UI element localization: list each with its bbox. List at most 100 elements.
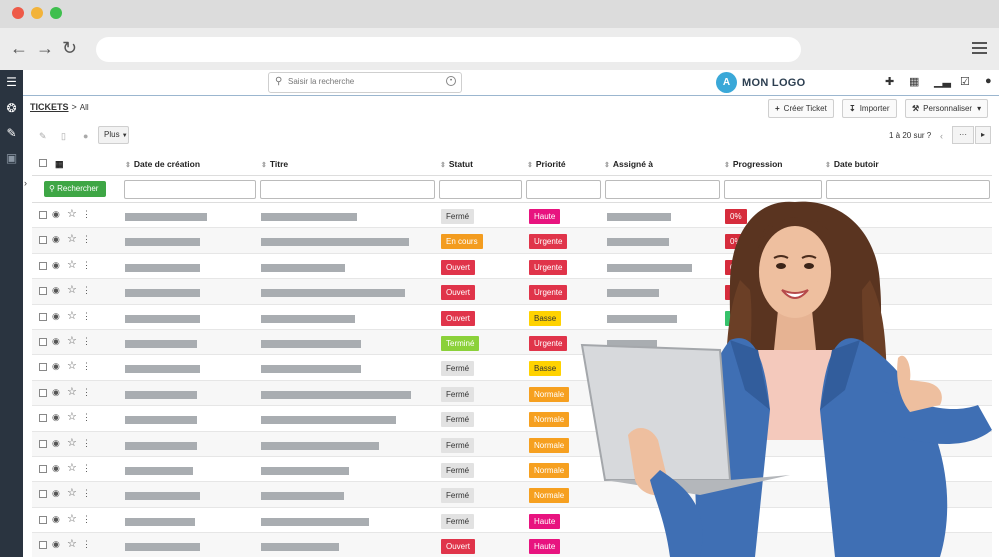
row-menu-icon[interactable]: ⋮: [82, 412, 91, 423]
star-icon[interactable]: ☆: [67, 462, 77, 474]
col-progression[interactable]: ⇕ Progression: [724, 159, 783, 169]
star-icon[interactable]: ☆: [67, 512, 77, 525]
customize-button[interactable]: ⚒ Personnaliser ▾: [905, 99, 989, 118]
row-menu-icon[interactable]: ⋮: [82, 463, 91, 473]
trash-icon[interactable]: ▯: [61, 131, 66, 141]
eye-icon[interactable]: ◉: [52, 513, 60, 524]
star-icon[interactable]: ☆: [67, 208, 77, 220]
row-checkbox[interactable]: [39, 312, 47, 321]
eye-icon[interactable]: ◉: [52, 539, 60, 550]
close-window-button[interactable]: [12, 7, 24, 19]
table-row[interactable]: ◉ ☆ ⋮ Fermé Normale: [32, 406, 992, 432]
eye-icon[interactable]: ◉: [52, 412, 60, 423]
prev-page-icon[interactable]: ‹: [940, 131, 943, 141]
filter-date-creation[interactable]: [124, 180, 256, 199]
row-menu-icon[interactable]: ⋮: [82, 259, 91, 270]
row-checkbox[interactable]: [39, 515, 47, 524]
support-icon[interactable]: ❂: [6, 101, 17, 115]
table-row[interactable]: ◉ ☆ ⋮ Fermé Haute 0%: [32, 203, 992, 229]
row-menu-icon[interactable]: ⋮: [82, 386, 91, 397]
tickets-icon[interactable]: ✎: [6, 126, 17, 140]
eye-icon[interactable]: ◉: [52, 259, 60, 270]
row-menu-icon[interactable]: ⋮: [82, 234, 91, 245]
row-checkbox[interactable]: [39, 261, 47, 270]
search-options-icon[interactable]: •: [446, 76, 456, 86]
row-menu-icon[interactable]: ⋮: [82, 488, 91, 499]
row-checkbox[interactable]: [39, 439, 47, 448]
more-pages-button[interactable]: ···: [952, 126, 974, 144]
global-search-input[interactable]: ⚲ Saisir la recherche •: [268, 72, 462, 93]
eye-icon[interactable]: ◉: [52, 209, 60, 219]
row-checkbox[interactable]: [39, 388, 47, 397]
eye-icon[interactable]: ◉: [52, 336, 60, 346]
star-icon[interactable]: ☆: [67, 284, 77, 297]
star-icon[interactable]: ☆: [67, 385, 77, 398]
row-checkbox[interactable]: [39, 338, 47, 346]
star-icon[interactable]: ☆: [67, 360, 77, 373]
filter-statut[interactable]: [439, 180, 522, 199]
row-menu-icon[interactable]: ⋮: [82, 437, 91, 448]
row-checkbox[interactable]: [39, 236, 47, 245]
star-icon[interactable]: ☆: [67, 258, 77, 271]
edit-icon[interactable]: ✎: [39, 131, 47, 141]
expand-filters-icon[interactable]: ›: [24, 178, 27, 188]
filter-progression[interactable]: [724, 180, 822, 199]
row-menu-icon[interactable]: ⋮: [82, 539, 91, 550]
eye-icon[interactable]: ◉: [52, 234, 60, 245]
back-arrow-icon[interactable]: ←: [10, 38, 28, 58]
row-menu-icon[interactable]: ⋮: [82, 209, 91, 219]
row-checkbox[interactable]: [39, 465, 47, 473]
row-checkbox[interactable]: [39, 414, 47, 423]
star-icon[interactable]: ☆: [67, 436, 77, 449]
add-icon[interactable]: ✚: [885, 76, 895, 88]
star-icon[interactable]: ☆: [67, 309, 77, 322]
more-dropdown[interactable]: Plus ▼: [98, 126, 129, 144]
row-checkbox[interactable]: [39, 287, 47, 296]
col-statut[interactable]: ⇕ Statut: [440, 159, 473, 169]
reload-icon[interactable]: ↻: [62, 38, 78, 58]
next-page-button[interactable]: ▸: [975, 126, 991, 144]
row-checkbox[interactable]: [39, 541, 47, 550]
col-date-creation[interactable]: ⇕ Date de création: [125, 159, 201, 169]
star-icon[interactable]: ☆: [67, 335, 77, 347]
grid-view-icon[interactable]: ▦: [55, 159, 64, 169]
select-all-checkbox[interactable]: [39, 159, 47, 167]
eye-icon[interactable]: ◉: [52, 437, 60, 448]
eye-icon[interactable]: ◉: [52, 285, 60, 296]
menu-icon[interactable]: ☰: [6, 75, 17, 89]
row-menu-icon[interactable]: ⋮: [82, 361, 91, 372]
row-checkbox[interactable]: [39, 490, 47, 499]
star-icon[interactable]: ☆: [67, 487, 77, 500]
eye-icon[interactable]: ◉: [52, 386, 60, 397]
help-icon[interactable]: ▣: [5, 151, 18, 165]
table-row[interactable]: ◉ ☆ ⋮ Fermé Normale: [32, 457, 992, 483]
col-priorite[interactable]: ⇕ Priorité: [527, 159, 566, 169]
browser-menu-icon[interactable]: [972, 42, 987, 57]
filter-date-butoir[interactable]: [826, 180, 990, 199]
filter-assigne[interactable]: [605, 180, 720, 199]
calendar-icon[interactable]: ▦: [909, 76, 920, 88]
eye-icon[interactable]: ◉: [52, 488, 60, 499]
user-icon[interactable]: ●: [985, 75, 992, 87]
import-button[interactable]: ↧ Importer: [842, 99, 897, 118]
maximize-window-button[interactable]: [50, 7, 62, 19]
search-button[interactable]: ⚲ Rechercher: [44, 181, 106, 197]
forward-arrow-icon[interactable]: →: [36, 38, 54, 58]
create-ticket-button[interactable]: + Créer Ticket: [768, 99, 834, 118]
eye-icon[interactable]: ◉: [52, 463, 60, 473]
row-menu-icon[interactable]: ⋮: [82, 513, 91, 524]
chart-icon[interactable]: ▁▃: [934, 76, 951, 88]
col-assigne[interactable]: ⇕ Assigné à: [604, 159, 654, 169]
row-checkbox[interactable]: [39, 211, 47, 219]
star-icon[interactable]: ☆: [67, 538, 77, 551]
address-bar[interactable]: [96, 37, 801, 62]
row-menu-icon[interactable]: ⋮: [82, 285, 91, 296]
breadcrumb-tickets[interactable]: TICKETS: [30, 102, 69, 112]
filter-priorite[interactable]: [526, 180, 601, 199]
filter-titre[interactable]: [260, 180, 435, 199]
row-checkbox[interactable]: [39, 363, 47, 372]
star-icon[interactable]: ☆: [67, 233, 77, 246]
eye-icon[interactable]: ◉: [52, 310, 60, 321]
col-titre[interactable]: ⇕ Titre: [261, 159, 289, 169]
col-date-butoir[interactable]: ⇕ Date butoir: [825, 159, 879, 169]
